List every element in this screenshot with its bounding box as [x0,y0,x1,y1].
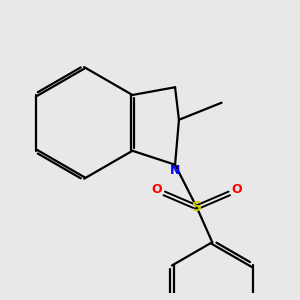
Text: S: S [192,200,202,214]
Text: O: O [151,183,162,196]
Text: O: O [232,183,242,196]
Text: N: N [170,164,180,177]
